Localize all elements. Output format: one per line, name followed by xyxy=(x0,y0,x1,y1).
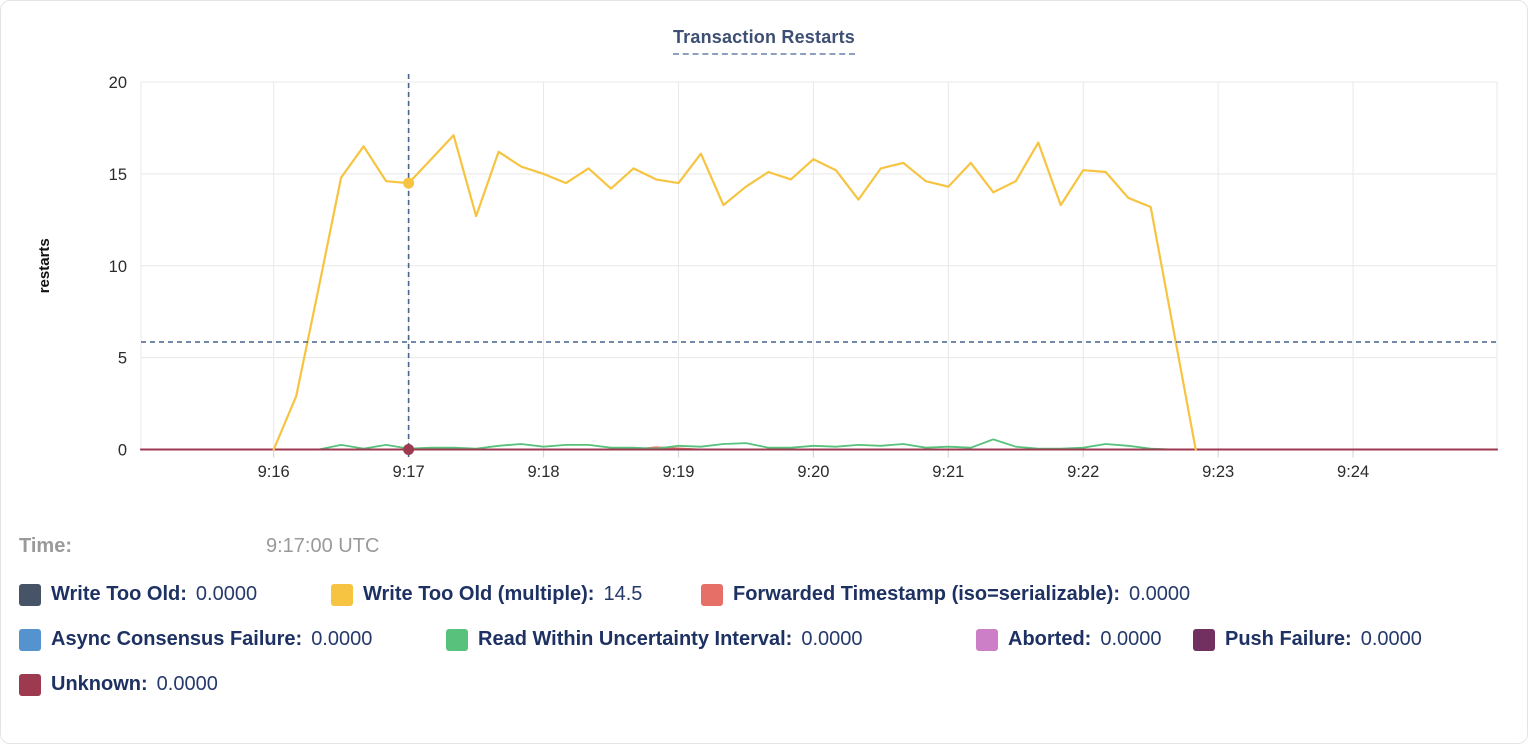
legend-series-value: 0.0000 xyxy=(1360,628,1422,650)
chart-legend: Write Too Old: 0.0000 Write Too Old (multi… xyxy=(1,583,1527,718)
legend-swatch xyxy=(701,583,723,606)
x-axis-tick-label: 9:16 xyxy=(258,463,290,481)
time-readout-label: Time: xyxy=(19,535,72,557)
x-axis-tick-label: 9:22 xyxy=(1067,463,1099,481)
legend-series-label: Unknown: xyxy=(51,673,148,695)
hover-time-readout: Time: 9:17:00 UTC xyxy=(1,535,1527,563)
legend-series-value: 0.0000 xyxy=(1100,628,1162,650)
legend-item[interactable]: Aborted: 0.0000 xyxy=(976,628,1162,651)
legend-swatch xyxy=(1193,628,1215,651)
x-axis-tick-label: 9:24 xyxy=(1337,463,1369,481)
restarts-chart-plot-area[interactable]: 0 5 10 15 20 9:16 9:17 9:18 9:19 9:20 9:21 9:22 9:23… xyxy=(1,59,1528,519)
y-axis-tick-label: 15 xyxy=(109,166,127,184)
y-axis-tick-label: 0 xyxy=(118,442,127,460)
y-axis-tick-label: 5 xyxy=(118,350,127,368)
legend-row-1: Write Too Old: 0.0000 Write Too Old (multi… xyxy=(1,583,1527,628)
legend-swatch xyxy=(331,583,353,606)
chart-title[interactable]: Transaction Restarts xyxy=(672,27,856,55)
legend-swatch xyxy=(19,673,41,696)
legend-series-label: Forwarded Timestamp (iso=serializable): xyxy=(733,583,1120,605)
y-axis-tick-label: 10 xyxy=(109,258,127,276)
legend-series-label: Write Too Old: xyxy=(51,583,187,605)
legend-series-label: Aborted: xyxy=(1008,628,1092,650)
legend-series-value: 0.0000 xyxy=(195,583,258,605)
legend-item[interactable]: Push Failure: 0.0000 xyxy=(1193,628,1422,651)
series-line xyxy=(317,438,1175,451)
legend-item[interactable]: Read Within Uncertainty Interval: 0.0000 xyxy=(446,628,863,651)
y-axis-title: restarts xyxy=(36,238,53,293)
legend-series-label: Write Too Old (multiple): xyxy=(363,583,595,605)
legend-series-value: 0.0000 xyxy=(156,673,218,695)
legend-series-label: Async Consensus Failure: xyxy=(51,628,303,650)
legend-item[interactable]: Write Too Old: 0.0000 xyxy=(19,583,257,606)
legend-swatch xyxy=(446,628,468,651)
legend-series-value: 0.0000 xyxy=(1128,583,1191,605)
legend-item[interactable]: Async Consensus Failure: 0.0000 xyxy=(19,628,372,651)
legend-swatch xyxy=(19,628,41,651)
x-axis-tick-label: 9:19 xyxy=(662,463,694,481)
legend-series-label: Read Within Uncertainty Interval: xyxy=(478,628,793,650)
series-line xyxy=(272,134,1197,451)
legend-row-2: Async Consensus Failure: 0.0000 Read Withi… xyxy=(1,628,1527,673)
x-axis-tick-label: 9:18 xyxy=(527,463,559,481)
legend-item[interactable]: Unknown: 0.0000 xyxy=(19,673,218,696)
crosshair-point-marker xyxy=(403,444,415,455)
legend-series-value: 0.0000 xyxy=(801,628,863,650)
x-axis-tick-label: 9:23 xyxy=(1202,463,1234,481)
chart-title-row: Transaction Restarts xyxy=(1,27,1527,59)
x-axis-tick-label: 9:17 xyxy=(393,463,425,481)
legend-item[interactable]: Write Too Old (multiple): 14.5 xyxy=(331,583,642,606)
legend-swatch xyxy=(19,583,41,606)
x-axis-tick-label: 9:21 xyxy=(932,463,964,481)
legend-series-value: 0.0000 xyxy=(311,628,373,650)
legend-swatch xyxy=(976,628,998,651)
x-axis-tick-label: 9:20 xyxy=(797,463,829,481)
legend-series-label: Push Failure: xyxy=(1225,628,1352,650)
crosshair-point-marker xyxy=(403,177,415,189)
legend-item[interactable]: Forwarded Timestamp (iso=serializable): 0… xyxy=(701,583,1190,606)
legend-row-3: Unknown: 0.0000 xyxy=(1,673,1527,718)
time-readout-value: 9:17:00 UTC xyxy=(266,535,380,557)
y-axis-tick-label: 20 xyxy=(109,74,127,92)
legend-series-value: 14.5 xyxy=(603,583,643,605)
